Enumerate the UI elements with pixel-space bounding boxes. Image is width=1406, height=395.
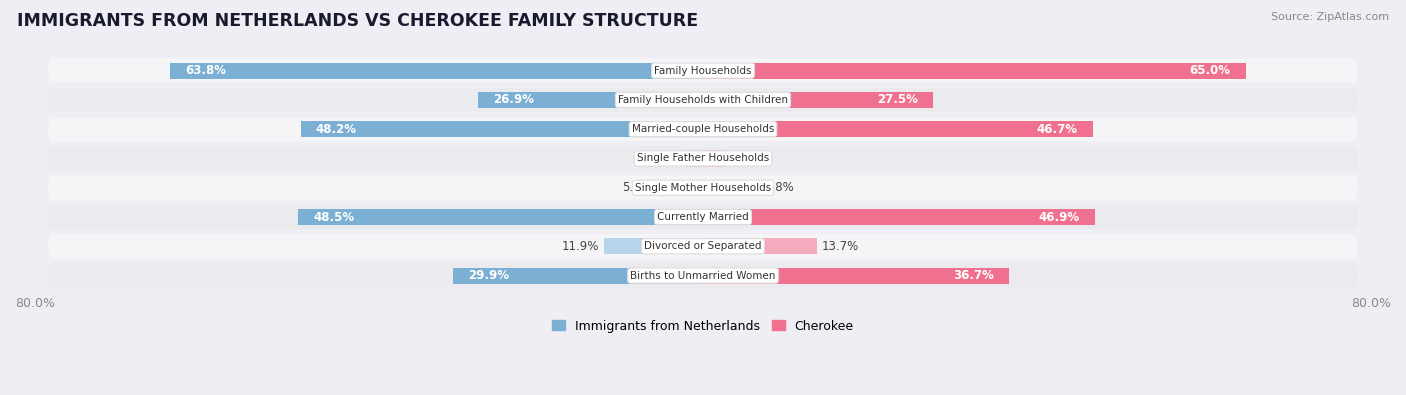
Text: 65.0%: 65.0% <box>1189 64 1230 77</box>
Bar <box>703 121 1092 137</box>
FancyBboxPatch shape <box>48 117 1358 141</box>
FancyBboxPatch shape <box>48 58 1358 83</box>
FancyBboxPatch shape <box>48 147 1358 171</box>
Bar <box>478 92 703 108</box>
Bar <box>703 62 1246 79</box>
Text: Married-couple Households: Married-couple Households <box>631 124 775 134</box>
FancyBboxPatch shape <box>48 88 1358 112</box>
Text: 29.9%: 29.9% <box>468 269 509 282</box>
Text: Source: ZipAtlas.com: Source: ZipAtlas.com <box>1271 12 1389 22</box>
Text: Single Father Households: Single Father Households <box>637 153 769 164</box>
Bar <box>703 209 1095 225</box>
Text: 36.7%: 36.7% <box>953 269 994 282</box>
Bar <box>703 92 932 108</box>
Text: 2.2%: 2.2% <box>651 152 681 165</box>
Text: 2.6%: 2.6% <box>728 152 759 165</box>
Bar <box>657 180 703 196</box>
Bar <box>301 121 703 137</box>
Text: Family Households with Children: Family Households with Children <box>619 95 787 105</box>
Bar <box>703 180 759 196</box>
Bar <box>703 238 817 254</box>
FancyBboxPatch shape <box>48 234 1358 258</box>
Text: Single Mother Households: Single Mother Households <box>636 183 770 193</box>
Text: Family Households: Family Households <box>654 66 752 75</box>
Text: 13.7%: 13.7% <box>821 240 859 253</box>
Bar <box>453 267 703 284</box>
FancyBboxPatch shape <box>48 263 1358 288</box>
FancyBboxPatch shape <box>48 205 1358 229</box>
Bar <box>603 238 703 254</box>
Legend: Immigrants from Netherlands, Cherokee: Immigrants from Netherlands, Cherokee <box>547 315 859 338</box>
Text: 27.5%: 27.5% <box>877 93 918 106</box>
Text: 46.7%: 46.7% <box>1036 123 1078 135</box>
Text: 63.8%: 63.8% <box>186 64 226 77</box>
Bar <box>170 62 703 79</box>
Text: IMMIGRANTS FROM NETHERLANDS VS CHEROKEE FAMILY STRUCTURE: IMMIGRANTS FROM NETHERLANDS VS CHEROKEE … <box>17 12 697 30</box>
Text: 46.9%: 46.9% <box>1039 211 1080 224</box>
Bar <box>685 150 703 167</box>
Text: 6.8%: 6.8% <box>763 181 794 194</box>
Bar <box>298 209 703 225</box>
Text: Divorced or Separated: Divorced or Separated <box>644 241 762 251</box>
Bar <box>703 150 724 167</box>
Text: 11.9%: 11.9% <box>562 240 599 253</box>
Bar <box>703 267 1010 284</box>
Text: 26.9%: 26.9% <box>494 93 534 106</box>
Text: Currently Married: Currently Married <box>657 212 749 222</box>
Text: Births to Unmarried Women: Births to Unmarried Women <box>630 271 776 280</box>
FancyBboxPatch shape <box>48 176 1358 200</box>
Text: 5.6%: 5.6% <box>623 181 652 194</box>
Text: 48.2%: 48.2% <box>315 123 357 135</box>
Text: 48.5%: 48.5% <box>314 211 354 224</box>
